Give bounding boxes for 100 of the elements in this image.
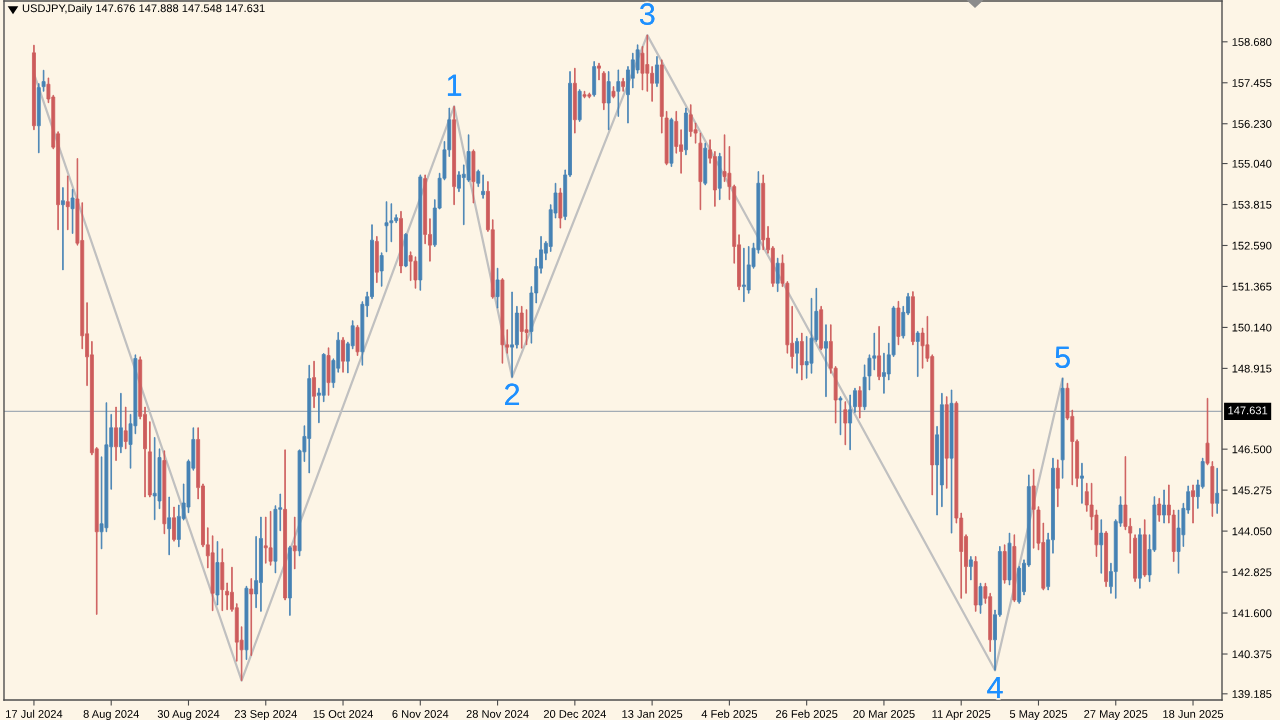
candlestick <box>495 267 500 309</box>
x-tick-label: 17 Jul 2024 <box>6 709 63 718</box>
candlestick <box>684 107 688 156</box>
y-tick-label: 141.600 <box>1232 609 1272 618</box>
candlestick <box>244 585 249 660</box>
candlestick <box>61 187 65 271</box>
y-tick-label: 148.915 <box>1232 364 1272 373</box>
candlestick <box>403 233 408 268</box>
candlestick <box>968 556 973 581</box>
candlestick <box>1007 532 1012 586</box>
candlestick <box>374 236 379 284</box>
x-tick-label: 4 Feb 2025 <box>701 709 758 718</box>
candlestick <box>341 337 345 373</box>
candlestick <box>1060 377 1065 479</box>
candlestick <box>857 386 862 419</box>
x-tick-label: 18 Jun 2025 <box>1163 710 1224 718</box>
candlestick <box>558 187 563 229</box>
candlestick <box>1191 484 1195 524</box>
candlestick <box>669 117 674 167</box>
candlestick <box>853 387 857 413</box>
candlestick <box>268 510 273 566</box>
candlestick <box>799 332 804 381</box>
y-tick-label: 157.455 <box>1232 79 1272 87</box>
x-tick-label: 20 Dec 2024 <box>543 710 607 718</box>
x-tick-label: 28 Nov 2024 <box>466 710 529 718</box>
x-tick-label: 13 Jan 2025 <box>622 710 683 718</box>
x-tick-label: 15 Oct 2024 <box>313 710 373 718</box>
y-tick-label: 145.275 <box>1232 486 1272 495</box>
candlestick <box>1142 519 1147 578</box>
candlestick <box>312 360 316 409</box>
x-tick-label: 6 Nov 2024 <box>392 710 449 718</box>
candlestick <box>1137 528 1142 589</box>
candlestick <box>949 389 954 534</box>
y-tick-label: 144.050 <box>1232 527 1272 536</box>
candlestick <box>355 325 360 356</box>
candlestick <box>703 142 708 186</box>
candlestick <box>616 69 621 117</box>
y-tick-label: 156.230 <box>1232 120 1272 128</box>
y-tick-label: 140.375 <box>1232 650 1272 659</box>
x-tick-label: 11 Apr 2025 <box>932 710 991 720</box>
candlestick <box>1012 534 1017 603</box>
candlestick <box>114 406 118 461</box>
candlestick <box>824 324 828 398</box>
candlestick <box>944 396 949 489</box>
candlestick <box>471 149 476 204</box>
candlestick <box>215 541 220 606</box>
candlestick <box>65 175 70 231</box>
y-tick-label: 139.185 <box>1232 690 1272 698</box>
x-tick-label: 26 Feb 2025 <box>776 709 838 718</box>
x-tick-label: 5 May 2025 <box>1009 710 1068 720</box>
candlestick <box>326 347 331 396</box>
y-tick-label: 153.815 <box>1232 200 1272 209</box>
candlestick <box>1215 467 1220 514</box>
candlestick <box>1133 534 1137 583</box>
candlestick <box>1099 519 1104 574</box>
candlestick <box>118 392 123 454</box>
candlestick <box>1157 497 1162 522</box>
candlestick <box>915 331 920 378</box>
candlestick <box>481 174 485 199</box>
y-tick-label: 142.825 <box>1232 568 1272 577</box>
x-tick-label: 8 Aug 2024 <box>83 710 140 720</box>
candlestick <box>123 406 128 450</box>
candlestick <box>606 71 611 131</box>
candlestick <box>500 278 505 364</box>
y-tick-label: 158.680 <box>1232 38 1272 46</box>
annotation: 4 <box>987 676 1003 698</box>
candlestick <box>601 71 606 111</box>
y-tick-label: 152.590 <box>1232 241 1272 250</box>
candlestick <box>1080 462 1084 504</box>
annotation: 5 <box>1055 346 1070 369</box>
candlestick <box>775 257 780 293</box>
candlestick <box>283 449 287 601</box>
y-tick-label: 151.365 <box>1232 282 1272 291</box>
annotation: 1 <box>447 74 462 96</box>
candlestick <box>167 496 172 556</box>
candlestick <box>717 152 722 201</box>
candlestick <box>973 556 978 612</box>
candlestick <box>1055 459 1060 508</box>
candlestick <box>838 396 843 436</box>
annotation: 3 <box>639 3 655 25</box>
candlestick <box>287 545 292 616</box>
candlestick <box>795 337 799 374</box>
x-tick-label: 27 May 2025 <box>1084 710 1148 720</box>
candlestick <box>399 210 403 274</box>
candlestick <box>978 582 983 614</box>
candlestick <box>877 326 882 381</box>
candlestick <box>379 252 384 287</box>
y-tick-label: 155.040 <box>1232 159 1272 168</box>
x-tick-label: 20 Mar 2025 <box>853 710 915 718</box>
candlestick <box>418 174 423 291</box>
candlestick <box>162 450 167 535</box>
annotation: 2 <box>505 383 520 405</box>
candlestick <box>843 401 848 446</box>
chart-title: USDJPY,Daily 147.676 147.888 147.548 147.631 <box>22 4 265 15</box>
candlestick <box>582 90 587 99</box>
candlestick <box>32 44 36 131</box>
candlestick <box>524 309 529 346</box>
y-tick-label: 150.140 <box>1232 323 1272 332</box>
candlestick <box>172 506 176 542</box>
candlestick <box>220 548 225 612</box>
